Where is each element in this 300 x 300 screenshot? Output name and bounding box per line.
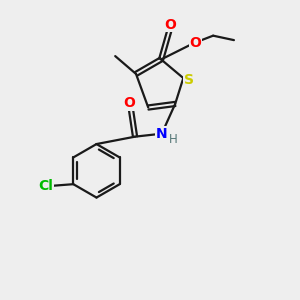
Text: Cl: Cl: [38, 179, 53, 193]
Text: O: O: [189, 36, 201, 50]
Text: O: O: [123, 96, 135, 110]
Text: O: O: [164, 18, 176, 32]
Text: S: S: [184, 73, 194, 87]
Text: N: N: [156, 127, 168, 141]
Text: H: H: [169, 133, 178, 146]
